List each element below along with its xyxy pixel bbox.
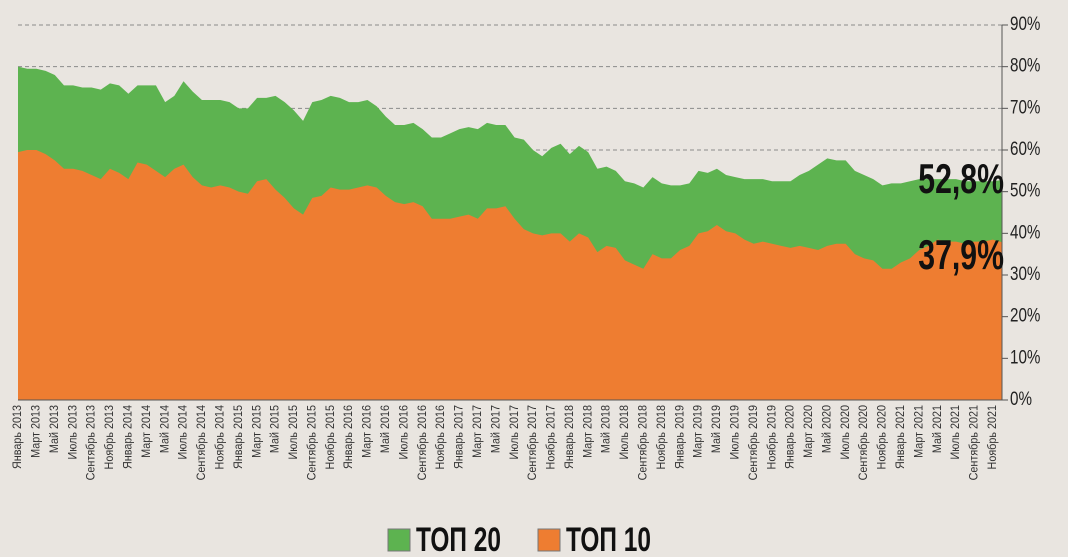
legend-swatch xyxy=(387,528,411,552)
x-tick-label: Март 2014 xyxy=(140,404,153,457)
x-tick-label: Январь 2013 xyxy=(12,405,25,469)
x-tick-label: Июль 2020 xyxy=(839,405,852,460)
x-tick-label: Ноябрь 2017 xyxy=(545,405,558,469)
x-tick-label: Май 2020 xyxy=(821,405,834,453)
x-tick-label: Январь 2020 xyxy=(784,405,797,469)
x-tick-label: Сентябрь 2020 xyxy=(858,405,871,480)
x-tick-label: Сентябрь 2017 xyxy=(527,405,540,480)
x-tick-label: Март 2019 xyxy=(692,405,705,458)
x-tick-label: Январь 2021 xyxy=(895,405,908,469)
x-tick-label: Май 2013 xyxy=(48,405,61,453)
x-tick-label: Май 2018 xyxy=(600,405,613,453)
x-tick-label: Июль 2016 xyxy=(398,405,411,460)
x-tick-label: Май 2017 xyxy=(490,405,503,453)
x-tick-label: Июль 2013 xyxy=(67,405,80,460)
x-tick-label: Сентябрь 2013 xyxy=(85,405,98,480)
area xyxy=(18,150,1002,400)
x-tick-label: Март 2013 xyxy=(30,405,43,458)
legend-label: ТОП 20 xyxy=(416,521,501,557)
x-tick-label: Январь 2014 xyxy=(122,404,135,469)
y-tick-label: 20% xyxy=(1010,304,1040,326)
x-tick-label: Январь 2017 xyxy=(453,405,466,469)
x-tick-label: Январь 2019 xyxy=(674,405,687,469)
y-tick-label: 60% xyxy=(1010,137,1040,159)
x-tick-label: Июль 2014 xyxy=(177,404,190,459)
x-tick-label: Июль 2019 xyxy=(729,405,742,460)
x-tick-label: Сентябрь 2015 xyxy=(306,405,319,480)
x-tick-label: Сентябрь 2019 xyxy=(747,405,760,480)
x-tick-label: Сентябрь 2016 xyxy=(416,405,429,480)
x-tick-label: Июль 2017 xyxy=(508,405,521,460)
x-tick-label: Май 2016 xyxy=(380,405,393,453)
y-tick-label: 10% xyxy=(1010,346,1040,368)
y-tick-label: 30% xyxy=(1010,262,1040,284)
y-tick-label: 70% xyxy=(1010,96,1040,118)
x-tick-label: Сентябрь 2021 xyxy=(968,405,981,480)
x-tick-label: Ноябрь 2018 xyxy=(655,405,668,469)
x-tick-label: Сентябрь 2018 xyxy=(637,405,650,480)
y-tick-label: 90% xyxy=(1010,12,1040,34)
legend-swatch xyxy=(537,528,561,552)
x-tick-label: Ноябрь 2015 xyxy=(324,405,337,469)
y-tick-label: 50% xyxy=(1010,179,1040,201)
x-tick-label: Ноябрь 2016 xyxy=(435,405,448,469)
x-tick-label: Январь 2018 xyxy=(563,405,576,469)
y-tick-label: 0% xyxy=(1010,387,1032,409)
x-tick-label: Январь 2016 xyxy=(343,405,356,469)
x-tick-label: Март 2015 xyxy=(251,405,264,458)
x-tick-label: Май 2019 xyxy=(711,405,724,453)
x-tick-label: Ноябрь 2014 xyxy=(214,404,227,469)
annotation: 52,8% xyxy=(918,155,1004,202)
x-tick-label: Ноябрь 2019 xyxy=(766,405,779,469)
x-tick-label: Май 2021 xyxy=(931,405,944,453)
y-tick-label: 80% xyxy=(1010,54,1040,76)
y-tick-label: 40% xyxy=(1010,221,1040,243)
annotation: 37,9% xyxy=(918,231,1004,278)
x-tick-label: Май 2014 xyxy=(159,404,172,453)
x-tick-label: Март 2018 xyxy=(582,405,595,458)
x-tick-label: Июль 2018 xyxy=(619,405,632,460)
legend-label: ТОП 10 xyxy=(566,521,651,557)
x-tick-label: Ноябрь 2021 xyxy=(987,405,1000,469)
x-tick-label: Март 2021 xyxy=(913,405,926,458)
x-tick-label: Май 2015 xyxy=(269,405,282,453)
x-tick-label: Март 2020 xyxy=(803,405,816,458)
x-tick-label: Июль 2021 xyxy=(950,405,963,460)
x-tick-label: Ноябрь 2013 xyxy=(104,405,117,469)
x-tick-label: Март 2016 xyxy=(361,405,374,458)
x-tick-label: Ноябрь 2020 xyxy=(876,405,889,469)
x-tick-label: Сентябрь 2014 xyxy=(196,404,209,480)
x-tick-label: Март 2017 xyxy=(472,405,485,458)
x-tick-label: Январь 2015 xyxy=(232,405,245,469)
x-tick-label: Июль 2015 xyxy=(288,405,301,460)
